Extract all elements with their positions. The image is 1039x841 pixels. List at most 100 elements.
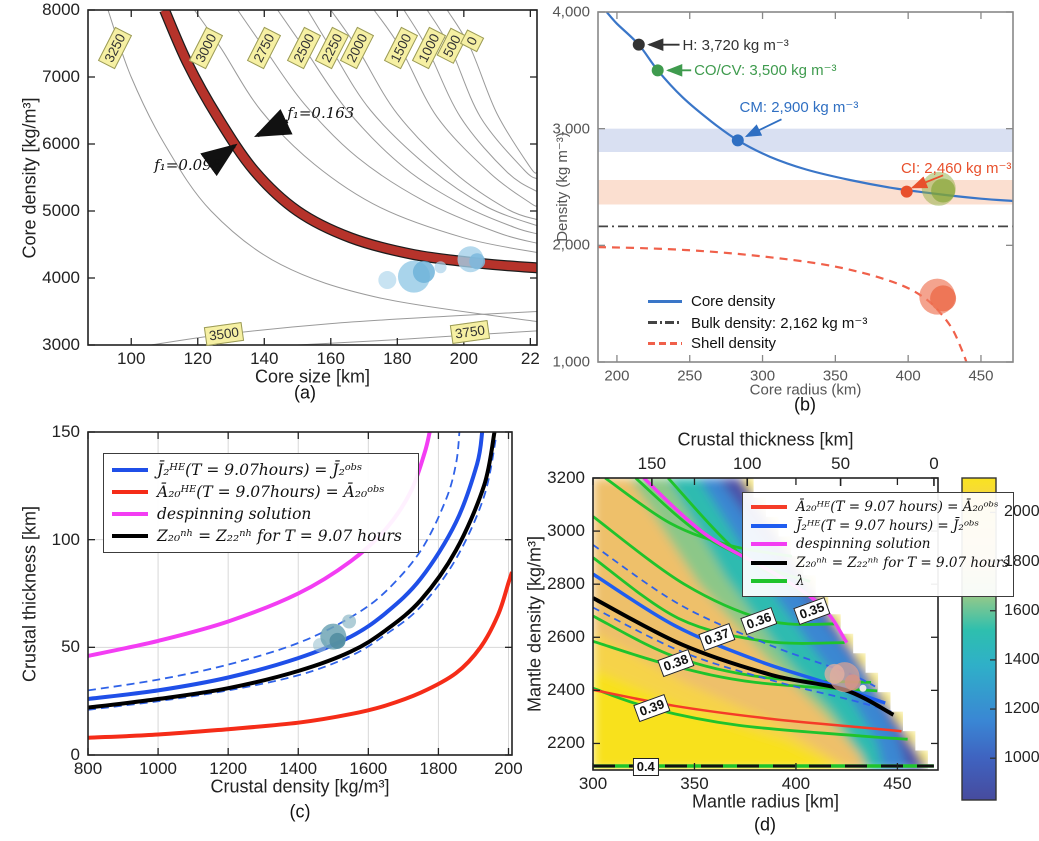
legend-swatch — [751, 505, 787, 510]
x-tick-label: 1200 — [209, 759, 248, 778]
annotation-arrow — [254, 109, 293, 138]
COCV-point — [651, 64, 664, 77]
x-tick-label: 800 — [73, 759, 103, 778]
H-point — [632, 38, 645, 51]
y-tick-label: 4000 — [42, 268, 80, 287]
legend-label: despinning solution — [157, 505, 312, 523]
y-axis-label: Mantle density [kg/m³] — [524, 535, 545, 713]
j2-uncertainty-lower-curve — [88, 436, 498, 711]
legend-label: Ā₂₀ᴴᴱ(T = 9.07hours) = Ā₂₀ᵒᵇˢ — [157, 483, 385, 501]
colorbar-tick-label: 1600 — [1004, 601, 1039, 619]
annotation-arrow — [910, 174, 944, 189]
annotation-arrow — [200, 143, 238, 177]
contour-label-0.4: 0.4 — [632, 758, 659, 777]
y-axis-label: Core density [kg/m³] — [19, 96, 40, 259]
colorbar-tick-label: 1000 — [1004, 749, 1039, 767]
x-tick-label: 1000 — [139, 759, 177, 778]
colorbar-tick-label: 1800 — [1004, 552, 1039, 570]
x-tick-label: 400 — [895, 367, 921, 385]
colorbar-tick-label: 1400 — [1004, 650, 1039, 668]
j2-uncertainty-upper-curve — [88, 432, 461, 692]
legend-label: Core density — [691, 293, 776, 310]
x-tick-label: 450 — [968, 367, 994, 385]
top-tick-label: 100 — [733, 454, 762, 473]
colorbar-tick-label: 2000 — [1004, 503, 1039, 521]
legend-swatch — [751, 523, 787, 528]
legend-label: J̄₂ᴴᴱ(T = 9.07hours) = J̄₂ᵒᵇˢ — [157, 461, 363, 479]
annotation-text: f₁=0.163 — [287, 103, 355, 122]
solution-scatter-blob — [859, 684, 867, 692]
x-tick-label: 100 — [117, 349, 146, 368]
panel-d-legend: Ā₂₀ᴴᴱ(T = 9.07 hours) = Ā₂₀ᵒᵇˢ J̄₂ᴴᴱ(T = … — [742, 492, 1014, 597]
despinning-solution-curve — [88, 432, 432, 658]
legend-entry: Ā₂₀ᴴᴱ(T = 9.07hours) = Ā₂₀ᵒᵇˢ — [112, 481, 408, 503]
legend-swatch — [648, 342, 682, 345]
x-axis-label: Core radius (km) — [749, 381, 862, 399]
x-axis-label: Mantle radius [km] — [691, 791, 840, 812]
y-tick-label: 2,000 — [552, 236, 590, 254]
x-tick-label: 160 — [316, 349, 345, 368]
legend-label: Z₂₀ⁿʰ = Z₂₂ⁿʰ for T = 9.07 hours — [796, 554, 1010, 571]
legend-label: Ā₂₀ᴴᴱ(T = 9.07 hours) = Ā₂₀ᵒᵇˢ — [796, 499, 999, 516]
legend-entry: Shell density — [648, 333, 888, 354]
legend-swatch — [751, 579, 787, 584]
y-tick-label: 3000 — [547, 521, 585, 541]
legend-swatch — [112, 468, 148, 472]
z-equality-line-curve — [593, 596, 895, 717]
y-tick-label: 2200 — [547, 733, 585, 753]
annotation-text: f₁=0.098 — [154, 155, 222, 174]
solution-scatter-blob — [930, 285, 957, 312]
CM-point — [731, 134, 744, 147]
panel-d-caption: (d) — [754, 814, 776, 835]
panel-c-frame — [87, 431, 513, 756]
y-axis-label: Crustal thickness [km] — [19, 505, 40, 682]
x-tick-label: 450 — [883, 774, 912, 793]
a20-solution-curve — [593, 688, 902, 733]
legend-label: despinning solution — [796, 536, 931, 553]
shell-contour-1000-curve — [403, 10, 537, 193]
legend-entry: despinning solution — [112, 503, 408, 525]
y-tick-label: 3200 — [547, 468, 585, 487]
annotation-text: CM: 2,900 kg m⁻³ — [739, 98, 859, 116]
legend-entry: despinning solution — [751, 535, 1003, 554]
panel-c-caption: (c) — [289, 801, 311, 822]
legend-swatch — [648, 300, 682, 303]
legend-entry: Core density — [648, 291, 888, 312]
a20-solution-curve — [88, 571, 512, 740]
y-tick-label: 1,000 — [552, 353, 590, 371]
panel-b-frame — [597, 11, 1014, 363]
j2-solution-curve — [88, 432, 485, 701]
x-tick-label: 200 — [449, 349, 479, 368]
lambda-contour-curve — [593, 515, 835, 626]
legend-label: Bulk density: 2,162 kg m⁻³ — [691, 314, 868, 332]
x-tick-label: 200 — [494, 759, 523, 778]
y-tick-label: 3000 — [42, 335, 80, 354]
annotation-text: H: 3,720 kg m⁻³ — [682, 36, 789, 54]
panel-a-caption: (a) — [294, 382, 316, 403]
x-tick-label: 140 — [250, 349, 279, 368]
solution-scatter-blob — [378, 271, 397, 290]
solution-scatter-blob — [469, 253, 486, 270]
x-tick-label: 200 — [604, 367, 630, 385]
top-tick-label: 0 — [929, 454, 939, 473]
y-tick-label: 2800 — [547, 574, 585, 594]
legend-entry: Z₂₀ⁿʰ = Z₂₂ⁿʰ for T = 9.07 hours — [751, 554, 1009, 573]
y-tick-label: 100 — [51, 529, 80, 549]
legend-swatch — [112, 490, 148, 494]
shell-contour-2750-curve — [237, 10, 537, 244]
y-tick-label: 0 — [70, 745, 80, 764]
panel-b-legend: Core density Bulk density: 2,162 kg m⁻³ Sh… — [648, 291, 888, 354]
x-tick-label: 400 — [781, 774, 811, 793]
colorbar-tick-label: 1200 — [1004, 700, 1039, 718]
x-tick-label: 300 — [750, 367, 776, 385]
panel-d-frame — [592, 477, 939, 771]
x-tick-label: 250 — [677, 367, 703, 385]
y-tick-label: 150 — [51, 422, 80, 441]
solution-scatter-blob — [412, 260, 435, 283]
panel-c-legend: J̄₂ᴴᴱ(T = 9.07hours) = J̄₂ᵒᵇˢ Ā₂₀ᴴᴱ(T = 9… — [103, 453, 419, 553]
legend-swatch — [751, 542, 787, 547]
solution-scatter-blob — [824, 663, 845, 684]
x-tick-label: 350 — [680, 774, 709, 793]
